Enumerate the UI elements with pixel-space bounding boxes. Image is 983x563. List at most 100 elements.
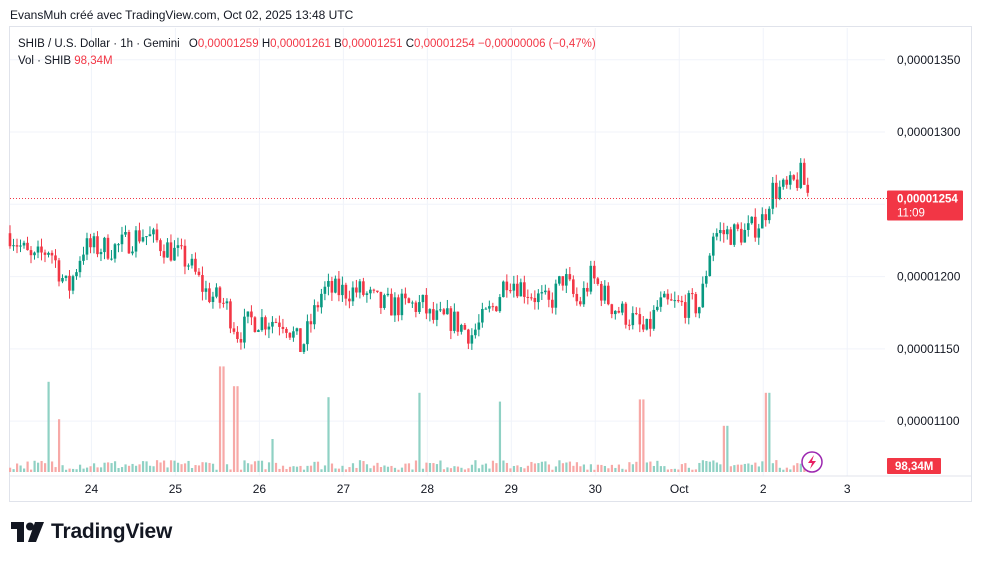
candle-body[interactable]	[603, 285, 607, 301]
candle-body[interactable]	[218, 287, 222, 303]
candle-body[interactable]	[365, 293, 369, 295]
candle-body[interactable]	[120, 234, 124, 245]
candle-body[interactable]	[113, 244, 117, 259]
candle-body[interactable]	[474, 329, 477, 336]
candle-body[interactable]	[355, 287, 358, 293]
candle-body[interactable]	[337, 278, 341, 296]
candle-body[interactable]	[778, 186, 782, 199]
candle-body[interactable]	[673, 300, 677, 302]
candle-body[interactable]	[645, 318, 649, 330]
candle-body[interactable]	[271, 321, 274, 327]
candle-body[interactable]	[572, 279, 575, 294]
candle-body[interactable]	[753, 216, 757, 238]
candle-body[interactable]	[33, 252, 36, 256]
candle-body[interactable]	[760, 214, 764, 229]
candle-body[interactable]	[148, 234, 152, 237]
candle-body[interactable]	[715, 233, 719, 237]
candle-body[interactable]	[736, 224, 740, 229]
candle-body[interactable]	[152, 229, 155, 235]
candle-body[interactable]	[316, 305, 320, 308]
candle-body[interactable]	[568, 274, 572, 280]
candle-body[interactable]	[491, 306, 495, 308]
candle-body[interactable]	[386, 293, 390, 296]
candle-body[interactable]	[295, 328, 299, 332]
candle-body[interactable]	[802, 162, 806, 185]
candle-body[interactable]	[8, 233, 12, 247]
candle-body[interactable]	[519, 282, 523, 297]
candle-body[interactable]	[701, 283, 705, 308]
candle-body[interactable]	[750, 216, 754, 224]
candle-body[interactable]	[29, 250, 33, 256]
candle-body[interactable]	[481, 308, 484, 323]
candle-body[interactable]	[449, 308, 453, 331]
candle-body[interactable]	[505, 281, 509, 291]
candle-body[interactable]	[145, 236, 148, 238]
candle-body[interactable]	[71, 276, 75, 291]
candle-body[interactable]	[785, 179, 789, 185]
candle-body[interactable]	[697, 307, 701, 314]
candle-body[interactable]	[659, 297, 663, 307]
candle-body[interactable]	[257, 330, 260, 332]
candle-body[interactable]	[621, 303, 624, 313]
candle-body[interactable]	[22, 242, 26, 246]
candle-body[interactable]	[530, 297, 533, 299]
candle-body[interactable]	[655, 306, 659, 310]
candle-body[interactable]	[281, 326, 285, 329]
candle-body[interactable]	[467, 329, 470, 344]
candle-body[interactable]	[547, 290, 551, 300]
candle-body[interactable]	[425, 294, 428, 314]
candle-body[interactable]	[495, 306, 498, 312]
candle-body[interactable]	[428, 309, 432, 314]
candle-body[interactable]	[509, 290, 512, 292]
candle-body[interactable]	[729, 229, 733, 245]
candle-body[interactable]	[211, 296, 215, 303]
candle-body[interactable]	[225, 301, 229, 304]
candle-body[interactable]	[533, 297, 537, 303]
candle-body[interactable]	[278, 322, 281, 327]
candle-body[interactable]	[666, 293, 670, 300]
candle-body[interactable]	[488, 306, 491, 309]
candle-body[interactable]	[771, 182, 775, 209]
candle-body[interactable]	[292, 331, 295, 338]
candle-body[interactable]	[75, 272, 78, 277]
candle-body[interactable]	[596, 278, 600, 284]
candle-body[interactable]	[232, 328, 236, 332]
candle-body[interactable]	[246, 311, 250, 317]
candle-body[interactable]	[85, 238, 89, 255]
candle-body[interactable]	[757, 228, 761, 238]
candle-body[interactable]	[103, 237, 106, 253]
candle-body[interactable]	[47, 252, 50, 255]
candle-body[interactable]	[239, 339, 243, 343]
candle-body[interactable]	[418, 302, 421, 312]
candle-body[interactable]	[463, 324, 467, 330]
candle-body[interactable]	[638, 314, 642, 325]
candle-body[interactable]	[162, 251, 166, 258]
candle-body[interactable]	[348, 298, 351, 302]
candle-body[interactable]	[764, 214, 768, 221]
candle-body[interactable]	[579, 301, 582, 305]
candle-body[interactable]	[215, 287, 218, 297]
candle-body[interactable]	[516, 283, 519, 297]
candle-body[interactable]	[687, 293, 691, 318]
candle-body[interactable]	[648, 318, 652, 329]
candle-body[interactable]	[634, 313, 638, 315]
candle-body[interactable]	[512, 283, 516, 291]
candle-body[interactable]	[593, 265, 596, 279]
candle-body[interactable]	[92, 236, 96, 248]
candle-body[interactable]	[369, 289, 372, 294]
candle-body[interactable]	[82, 254, 85, 261]
candle-body[interactable]	[669, 299, 673, 301]
candle-body[interactable]	[131, 251, 134, 254]
candle-body[interactable]	[558, 276, 561, 284]
candle-body[interactable]	[260, 317, 264, 331]
candle-body[interactable]	[330, 281, 334, 293]
candle-body[interactable]	[589, 265, 593, 292]
candle-body[interactable]	[725, 229, 729, 235]
candle-body[interactable]	[320, 293, 323, 308]
candle-body[interactable]	[662, 293, 666, 298]
candle-body[interactable]	[180, 245, 183, 247]
candle-body[interactable]	[96, 236, 99, 255]
candle-body[interactable]	[554, 283, 558, 308]
candle-body[interactable]	[250, 311, 253, 318]
candle-body[interactable]	[376, 290, 379, 292]
